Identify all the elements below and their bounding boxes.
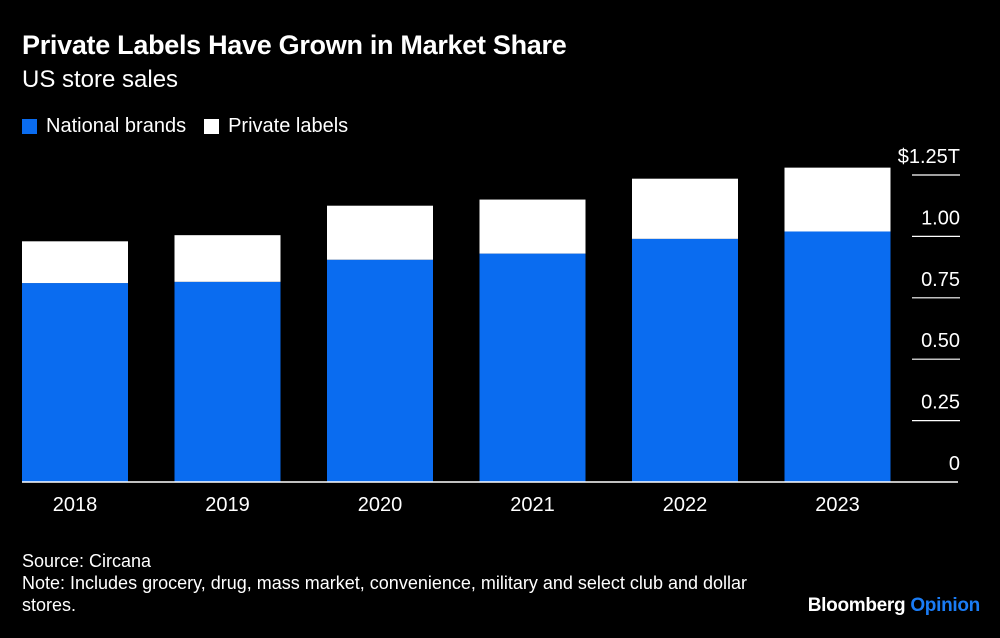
bar-private-labels: [174, 235, 281, 282]
x-tick-label: 2019: [205, 494, 250, 516]
y-tick-label: 0.75: [921, 269, 960, 291]
source-text: Source: Circana: [22, 551, 152, 571]
y-tick-label: 0.25: [921, 392, 960, 414]
y-tick-label: 0.50: [921, 330, 960, 352]
note-text: Note: Includes grocery, drug, mass marke…: [22, 573, 748, 615]
bar-national-brands: [632, 238, 738, 482]
legend-label-national: National brands: [46, 115, 187, 137]
bar-private-labels: [327, 205, 433, 260]
x-tick-label: 2022: [663, 494, 708, 516]
bar-private-labels: [632, 178, 738, 239]
bar-private-labels: [784, 167, 891, 232]
bar-national-brands: [174, 281, 281, 482]
x-tick-label: 2020: [358, 494, 403, 516]
bar-national-brands: [479, 253, 586, 482]
brand-suffix: Opinion: [910, 595, 980, 616]
x-tick-label: 2018: [53, 494, 98, 516]
chart-subtitle: US store sales: [22, 66, 179, 93]
legend-swatch-private: [204, 119, 220, 134]
bar-private-labels: [22, 241, 128, 284]
y-tick-label: 1.00: [921, 207, 960, 229]
brand-name: Bloomberg: [807, 595, 906, 616]
bar-national-brands: [22, 283, 128, 482]
x-tick-label: 2023: [815, 494, 860, 516]
chart-legend: National brands Private labels: [22, 115, 366, 138]
bar-national-brands: [784, 231, 891, 482]
chart-title: Private Labels Have Grown in Market Shar…: [22, 30, 567, 60]
y-tick-label: 0: [949, 453, 960, 475]
bar-private-labels: [479, 199, 586, 254]
y-tick-label: $1.25T: [898, 146, 960, 168]
legend-item-private: Private labels: [204, 115, 348, 138]
legend-swatch-national: [22, 119, 37, 134]
legend-label-private: Private labels: [228, 115, 349, 137]
legend-item-national: National brands: [22, 115, 186, 138]
bloomberg-opinion-logo: Bloomberg Opinion: [807, 595, 981, 617]
bar-national-brands: [327, 259, 433, 482]
x-tick-label: 2021: [510, 494, 555, 516]
